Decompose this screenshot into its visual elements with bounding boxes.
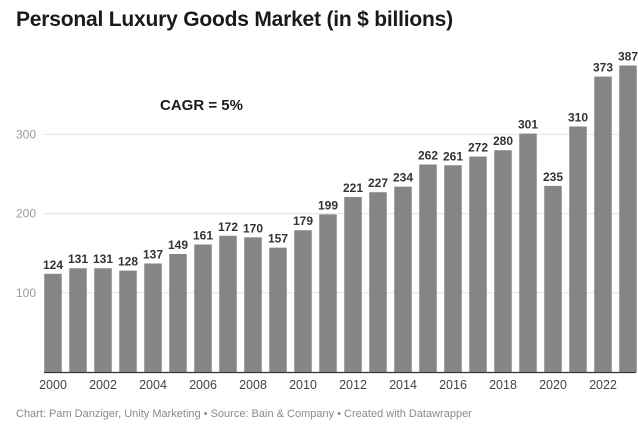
x-tick-label: 2018 <box>489 378 517 392</box>
bar-2011 <box>319 214 337 372</box>
bar-2019 <box>519 133 537 372</box>
x-tick-label: 2002 <box>89 378 117 392</box>
cagr-annotation: CAGR = 5% <box>160 97 243 114</box>
x-tick-label: 2010 <box>289 378 317 392</box>
bar-2012 <box>344 196 362 372</box>
value-label-2002: 131 <box>93 252 113 266</box>
value-label-2015: 262 <box>418 148 438 162</box>
value-label-2013: 227 <box>368 176 388 190</box>
value-label-2004: 137 <box>143 247 163 261</box>
bar-2022 <box>594 76 612 373</box>
value-label-2009: 157 <box>268 232 288 246</box>
bar-2007 <box>219 235 237 372</box>
y-tick-label: 100 <box>16 286 36 300</box>
x-tick-label: 2004 <box>139 378 167 392</box>
x-tick-label: 2006 <box>189 378 217 392</box>
value-label-2012: 221 <box>343 181 363 195</box>
bar-2021 <box>569 126 587 372</box>
bar-2014 <box>394 186 412 372</box>
x-tick-label: 2022 <box>589 378 617 392</box>
value-labels-group: 124 131 131 128 137 149 161 172 170 157 179 199 221 2… <box>43 49 638 271</box>
value-label-2010: 179 <box>293 214 313 228</box>
bar-2018 <box>494 150 512 372</box>
value-label-2008: 170 <box>243 221 263 235</box>
value-label-2003: 128 <box>118 255 138 269</box>
chart-title: Personal Luxury Goods Market (in $ billi… <box>16 8 453 31</box>
bar-2020 <box>544 185 562 372</box>
bar-2002 <box>94 268 112 372</box>
bar-2003 <box>119 270 137 372</box>
x-tick-label: 2008 <box>239 378 267 392</box>
value-label-2021: 310 <box>568 110 588 124</box>
x-tick-label: 2012 <box>339 378 367 392</box>
x-tick-label: 2020 <box>539 378 567 392</box>
bar-2010 <box>294 230 312 372</box>
bar-2015 <box>419 164 437 372</box>
bar-2001 <box>69 268 87 372</box>
value-label-2001: 131 <box>68 252 88 266</box>
value-label-2016: 261 <box>443 149 463 163</box>
bar-2008 <box>244 237 262 372</box>
bar-2016 <box>444 165 462 372</box>
value-label-2019: 301 <box>518 118 538 132</box>
bar-2009 <box>269 247 287 372</box>
value-label-2006: 161 <box>193 228 213 242</box>
value-label-2005: 149 <box>168 238 188 252</box>
value-label-2023: 387 <box>618 49 638 63</box>
x-axis-ticks: 2000 2002 2004 2006 2008 2010 2012 2014 2016 2018… <box>39 378 617 392</box>
value-label-2014: 234 <box>393 171 413 185</box>
bar-2013 <box>369 192 387 372</box>
bars-group <box>44 65 637 373</box>
y-tick-label: 300 <box>16 127 36 141</box>
value-label-2022: 373 <box>593 61 613 75</box>
bar-2023 <box>619 65 637 372</box>
bar-2005 <box>169 253 187 372</box>
value-label-2007: 172 <box>218 220 238 234</box>
bar-2004 <box>144 263 162 372</box>
bar-2000 <box>44 273 62 372</box>
value-label-2011: 199 <box>318 198 338 212</box>
value-label-2020: 235 <box>543 170 563 184</box>
value-label-2000: 124 <box>43 258 63 272</box>
chart-footer: Chart: Pam Danziger, Unity Marketing • S… <box>16 408 472 420</box>
value-label-2018: 280 <box>493 134 513 148</box>
x-tick-label: 2014 <box>389 378 417 392</box>
y-tick-label: 200 <box>16 207 36 221</box>
bar-2017 <box>469 156 487 372</box>
bar-2006 <box>194 244 212 372</box>
y-axis-ticks: 100 200 300 <box>16 127 36 299</box>
gridlines <box>44 133 636 374</box>
value-label-2017: 272 <box>468 141 488 155</box>
x-tick-label: 2016 <box>439 378 467 392</box>
x-tick-label: 2000 <box>39 378 67 392</box>
